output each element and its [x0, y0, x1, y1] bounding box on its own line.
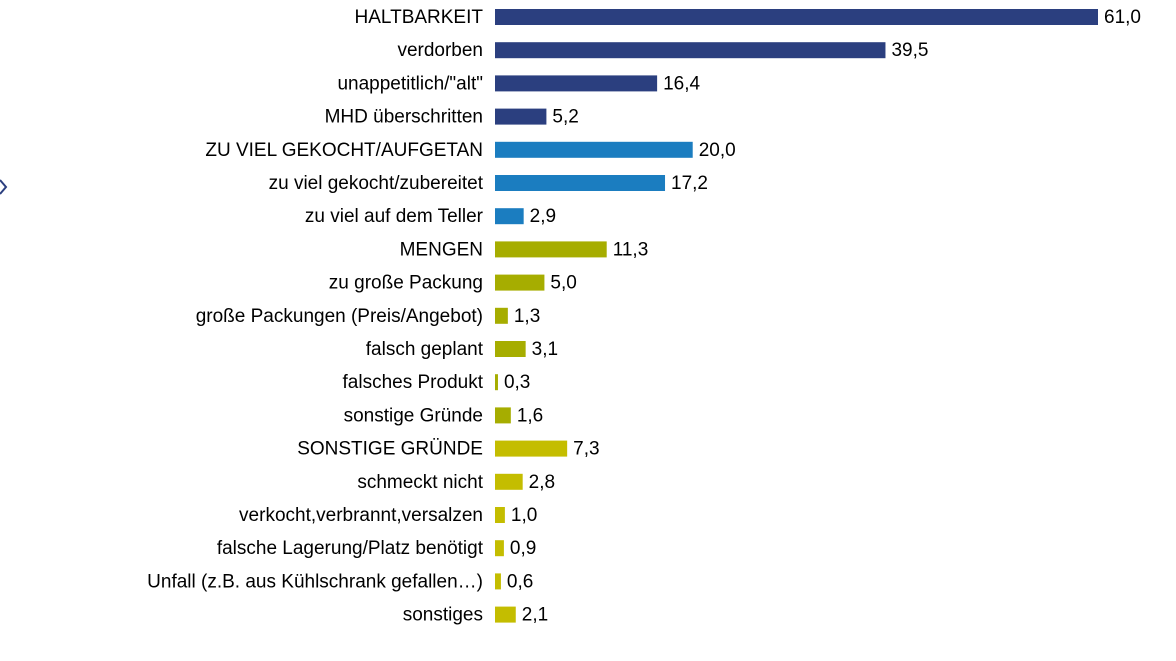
value-label: 2,9: [530, 206, 556, 227]
category-label: zu viel gekocht/zubereitet: [269, 173, 484, 194]
value-label: 1,3: [514, 306, 540, 327]
bar: [495, 141, 693, 158]
bar: [495, 507, 505, 523]
value-label: 20,0: [699, 140, 736, 161]
value-label: 61,0: [1104, 7, 1141, 28]
value-label: 11,3: [613, 239, 649, 260]
category-label: verkocht,verbrannt,versalzen: [239, 505, 483, 526]
value-label: 5,2: [552, 107, 578, 128]
category-label: MENGEN: [400, 239, 483, 260]
bar: [495, 341, 526, 357]
value-label: 1,0: [511, 505, 537, 526]
category-label: sonstige Gründe: [344, 405, 483, 426]
bar: [495, 573, 501, 590]
value-label: 39,5: [891, 40, 928, 61]
category-label: Unfall (z.B. aus Kühlschrank gefallen…): [147, 571, 483, 592]
bar: [495, 108, 547, 125]
bar: [495, 42, 886, 59]
value-label: 7,3: [573, 439, 599, 460]
value-label: 0,6: [507, 571, 533, 592]
bar: [495, 473, 523, 490]
value-label: 0,3: [504, 372, 530, 393]
category-label: große Packungen (Preis/Angebot): [196, 306, 483, 327]
value-label: 17,2: [671, 173, 708, 194]
category-label: falsche Lagerung/Platz benötigt: [217, 538, 484, 559]
category-label: falsches Produkt: [343, 372, 484, 393]
bar: [495, 440, 568, 457]
category-label: SONSTIGE GRÜNDE: [297, 439, 483, 460]
chevron: [0, 179, 8, 195]
value-label: 2,8: [529, 472, 555, 493]
category-label: verdorben: [397, 40, 483, 61]
category-label: unappetitlich/"alt": [337, 73, 483, 94]
value-label: 1,6: [517, 405, 543, 426]
bar: [495, 606, 516, 623]
value-label: 3,1: [532, 339, 558, 360]
category-label: schmeckt nicht: [357, 472, 483, 493]
category-label: zu große Packung: [329, 273, 483, 294]
bar: [495, 307, 508, 324]
bar: [495, 75, 658, 92]
category-label: sonstiges: [403, 605, 483, 626]
category-label: HALTBARKEIT: [355, 7, 484, 28]
bar: [495, 540, 504, 557]
category-label: zu viel auf dem Teller: [305, 206, 484, 227]
value-label: 2,1: [522, 605, 548, 626]
category-label: MHD überschritten: [325, 107, 483, 128]
bar: [495, 208, 524, 225]
value-label: 5,0: [550, 273, 576, 294]
bar: [495, 9, 1098, 25]
bar: [495, 175, 666, 191]
value-label: 0,9: [510, 538, 536, 559]
bar: [495, 407, 511, 424]
bar: [495, 374, 498, 391]
category-label: falsch geplant: [366, 339, 484, 360]
bar: [495, 241, 607, 258]
value-label: 16,4: [663, 73, 700, 94]
bar: [495, 274, 545, 291]
category-label: ZU VIEL GEKOCHT/AUFGETAN: [205, 140, 483, 161]
